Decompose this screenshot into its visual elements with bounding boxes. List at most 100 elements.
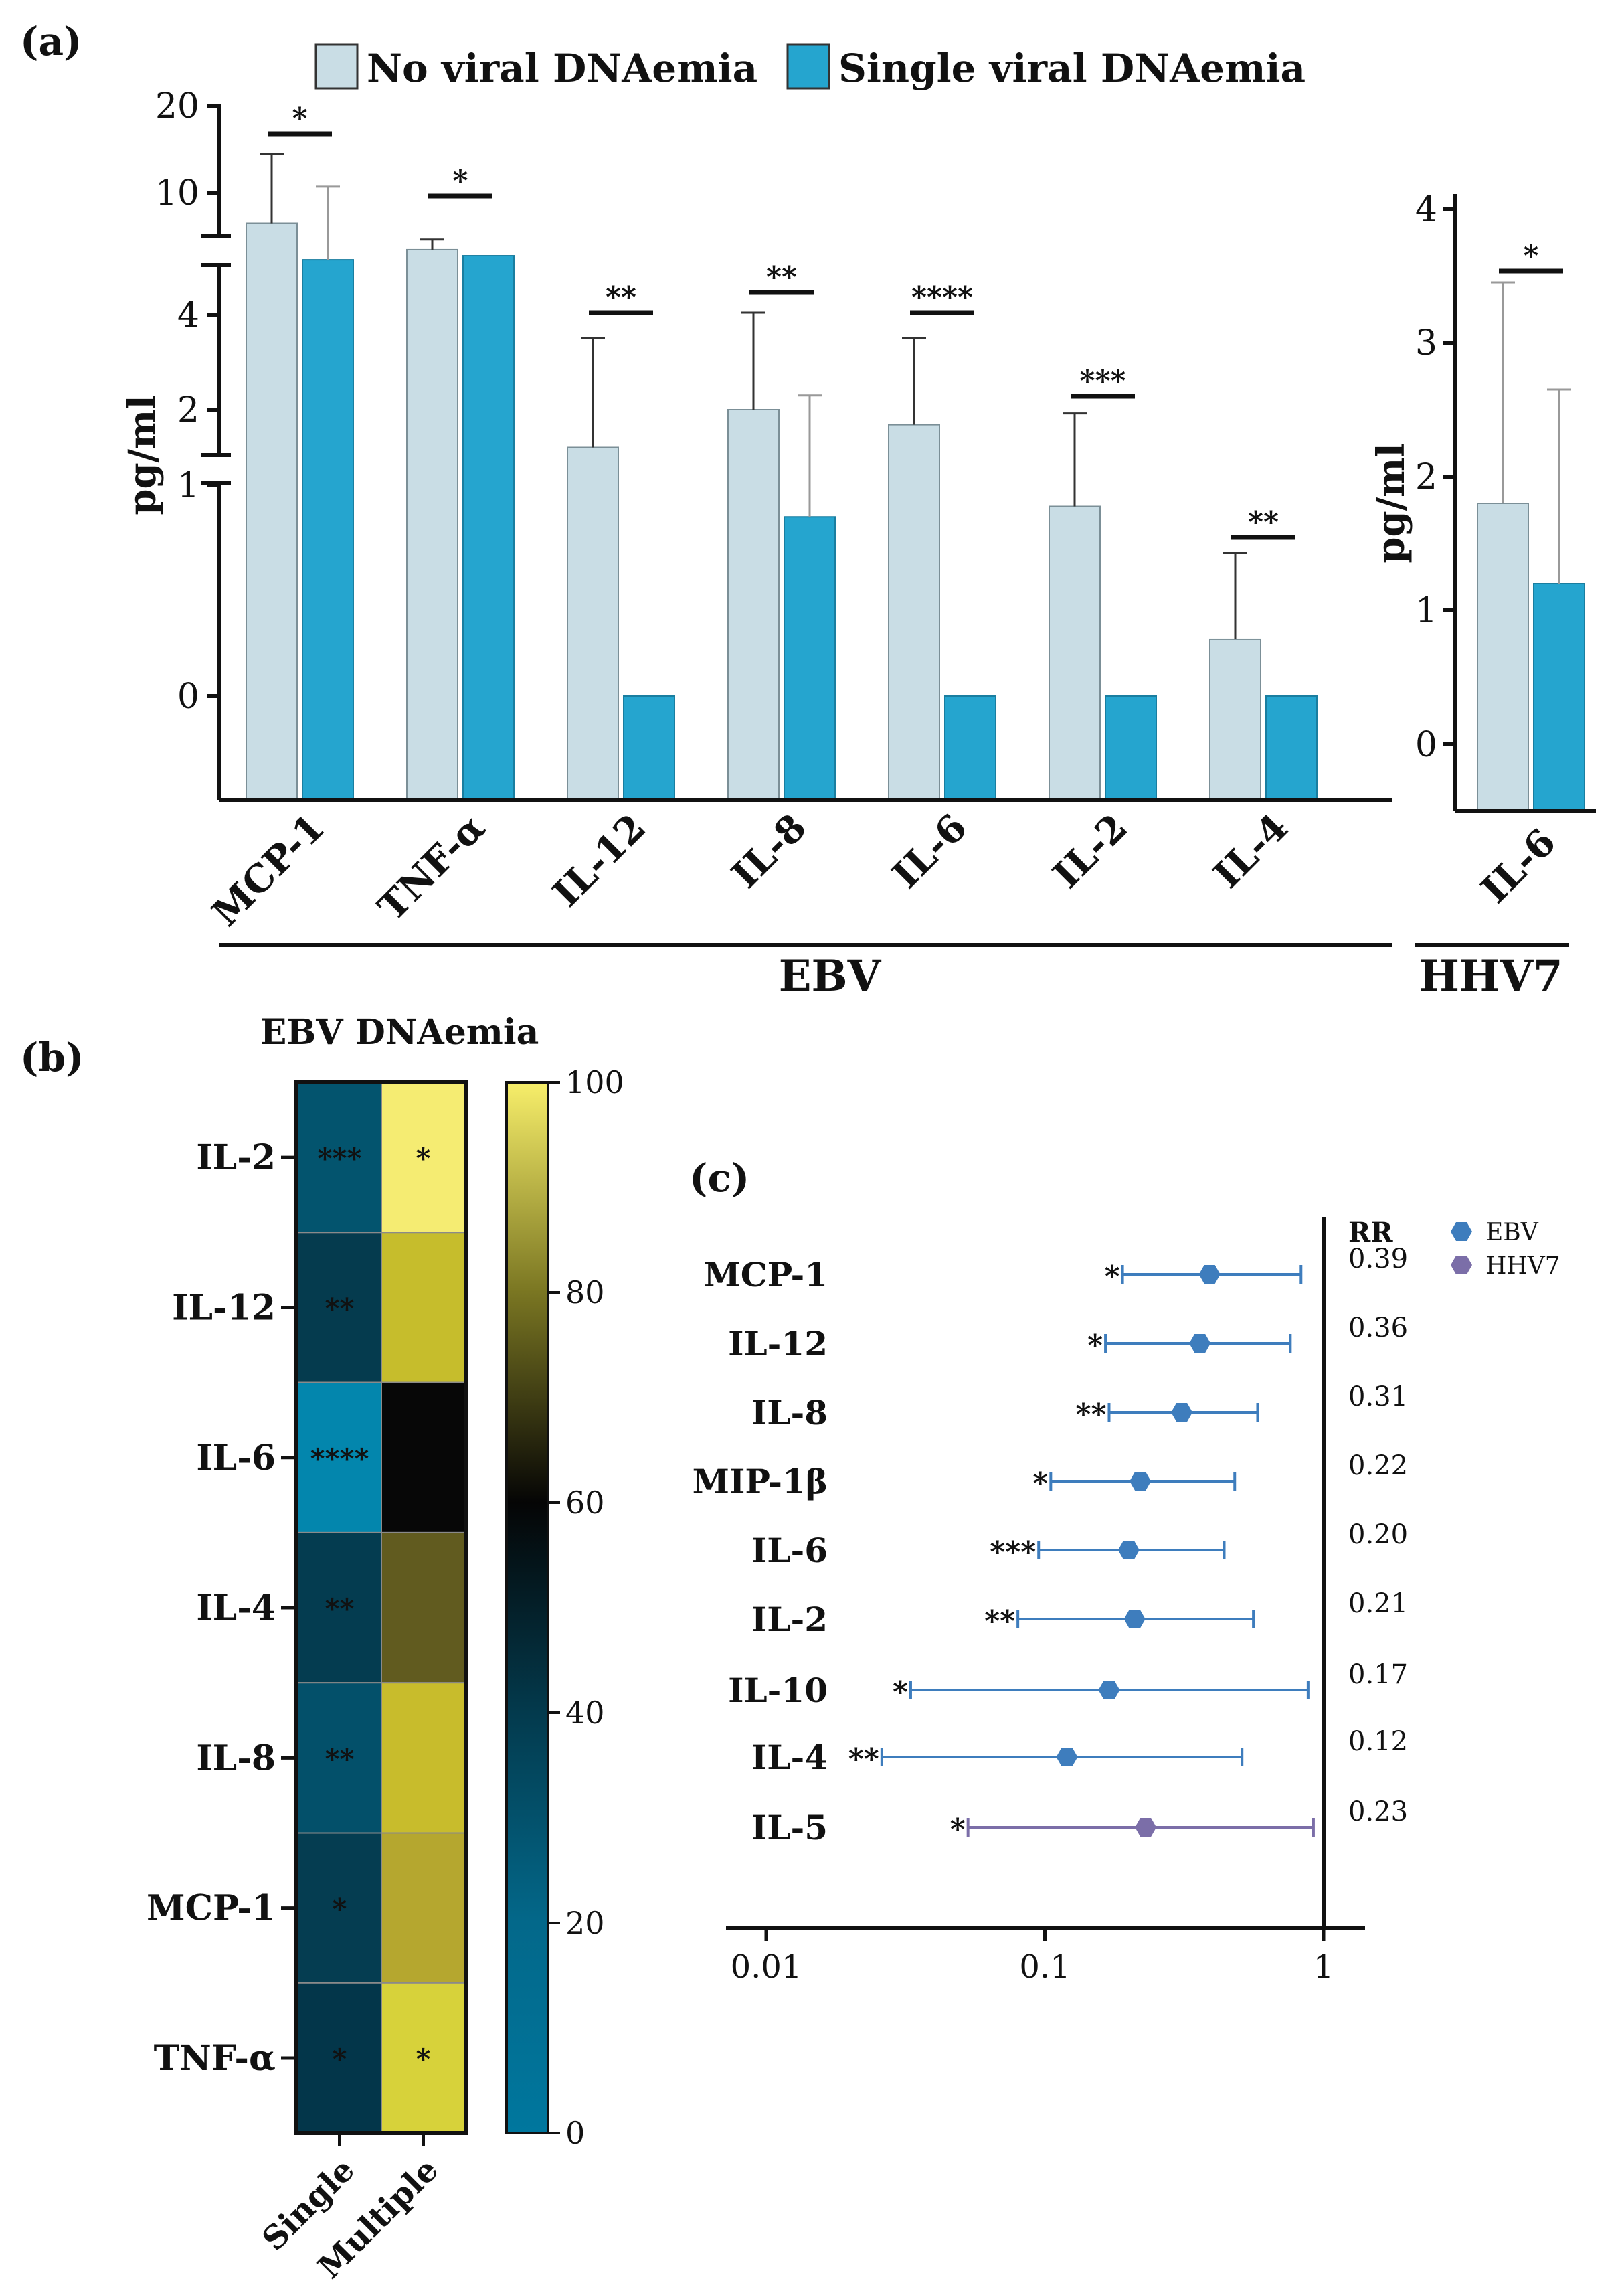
forest-label-il-6: IL-6 (751, 1531, 828, 1570)
bar-il-12-single-viral (623, 695, 675, 800)
hhv7-y-tick-label-0: 0 (1415, 725, 1437, 765)
ebv-x-tick-labels: MCP-1 TNF-α IL-12 IL-8 IL-6 IL-2 IL-4 (203, 805, 1297, 935)
heat-cell-il-8-multiple (381, 1682, 466, 1834)
hhv7-group-label: HHV7 (1419, 951, 1562, 1001)
hhv7-y-tick-label-4: 4 (1415, 189, 1437, 230)
heat-annot-il-6-single: **** (310, 1442, 369, 1475)
sig-label-il-12: ** (606, 280, 636, 315)
bar-il-12-no-viral (567, 446, 619, 800)
heat-annot-il-2-single: *** (318, 1142, 362, 1175)
forest-point-mcp-1 (1198, 1265, 1221, 1284)
x-tick-label-il-8: IL-8 (723, 805, 815, 897)
x-tick-label-il-4: IL-4 (1205, 805, 1297, 897)
heatmap-row-labels: IL-2 IL-12 IL-6 IL-4 IL-8 MCP-1 TNF-α (147, 1137, 296, 2079)
forest-x-ticks: 0.01 0.1 1 (731, 1928, 1334, 1986)
colorbar (505, 1081, 549, 2134)
ebv-y-ticks: 0 1 2 4 10 20 (155, 86, 219, 717)
bar-il-4-no-viral (1209, 638, 1261, 801)
forest-rr-value-il-8: 0.31 (1348, 1381, 1408, 1412)
legend-marker-ebv (1451, 1222, 1472, 1241)
forest-label-il-2: IL-2 (751, 1600, 828, 1639)
heat-annot-il-12-single: ** (325, 1292, 355, 1325)
heat-annot-il-4-single: ** (325, 1592, 355, 1625)
forest-sig-il-2: ** (984, 1604, 1015, 1638)
ebv-y-tick-label-0: 0 (177, 677, 199, 717)
forest-rr-value-il-4: 0.12 (1348, 1726, 1408, 1757)
hhv7-significance: * (1499, 239, 1563, 274)
forest-x-tick-label-0-01: 0.01 (731, 1948, 802, 1986)
sig-label-il-4: ** (1248, 505, 1279, 539)
forest-rr-value-il-5: 0.23 (1348, 1796, 1408, 1827)
ebv-y-tick-label-10: 10 (155, 173, 199, 214)
forest-point-il-8 (1171, 1403, 1193, 1422)
bar-mcp-1-no-viral (246, 222, 298, 800)
sig-label-mcp-1: * (292, 102, 307, 136)
forest-label-il-8: IL-8 (751, 1393, 828, 1432)
ebv-y-tick-label-20: 20 (155, 86, 199, 126)
panel-c-label: (c) (689, 1155, 749, 1201)
heat-cell-il-12-multiple (381, 1232, 466, 1383)
bar-tnf-single-viral (462, 255, 515, 800)
forest-label-il-10: IL-10 (728, 1671, 828, 1710)
ebv-y-tick-label-2: 2 (177, 390, 199, 430)
forest-sig-il-5: * (950, 1812, 966, 1847)
heat-annot-il-2-multiple: * (416, 1142, 431, 1175)
bar-mcp-1-single-viral (302, 259, 354, 801)
bar-il-8-single-viral (784, 516, 836, 800)
colorbar-tick-label-60: 60 (565, 1485, 605, 1521)
chart-a-hhv7: * 0 1 2 3 4 pg/ml IL-6 HHV7 (1369, 189, 1596, 1001)
forest-point-mip-1 (1130, 1472, 1152, 1491)
ebv-y-tick-label-1: 1 (177, 466, 199, 506)
chart-b-heatmap: EBV DNAemia *** ************* * IL-2IL-12I… (147, 1012, 624, 2281)
hhv7-y-tick-label-3: 3 (1415, 323, 1437, 363)
legend-panel-a: No viral DNAemia Single viral DNAemia (314, 43, 1305, 91)
x-tick-label-il-6: IL-6 (884, 805, 976, 897)
bar-il-6-single-viral (944, 695, 996, 800)
heat-annot-mcp-1-single: * (333, 1893, 347, 1926)
sig-label-il-6: **** (911, 280, 973, 315)
forest-sig-il-12: * (1087, 1329, 1103, 1363)
forest-label-il-5: IL-5 (751, 1808, 828, 1847)
forest-point-il-2 (1123, 1610, 1146, 1628)
colorbar-tick-label-100: 100 (565, 1064, 624, 1100)
forest-point-il-6 (1117, 1541, 1140, 1559)
ebv-y-tick-label-4: 4 (177, 295, 199, 335)
heat-row-label-mcp-1: MCP-1 (147, 1888, 276, 1929)
heat-row-label-il-6: IL-6 (196, 1438, 276, 1479)
sig-label-il-8: ** (766, 260, 797, 294)
legend-label-no-viral: No viral DNAemia (367, 46, 757, 91)
x-tick-label-il-2: IL-2 (1045, 805, 1136, 897)
heat-cell-il-2-multiple (381, 1082, 466, 1234)
legend-label-hhv7: HHV7 (1485, 1252, 1560, 1280)
bar-il-8-no-viral (727, 409, 780, 800)
colorbar-tick-label-40: 40 (565, 1695, 605, 1731)
heat-row-label-il-2: IL-2 (196, 1137, 276, 1178)
colorbar-tick-label-80: 80 (565, 1274, 605, 1311)
ebv-group-label: EBV (779, 951, 882, 1001)
forest-label-mcp-1: MCP-1 (703, 1255, 828, 1294)
heat-cell-il-6-multiple (381, 1381, 466, 1533)
heat-cell-il-4-multiple (381, 1531, 466, 1684)
forest-sig-il-8: ** (1075, 1398, 1106, 1432)
forest-x-tick-label-1: 1 (1314, 1948, 1334, 1986)
forest-x-tick-label-0-1: 0.1 (1019, 1948, 1070, 1986)
x-tick-label-tnf: TNF-α (369, 805, 494, 930)
heat-cell-il-8-single (297, 1682, 382, 1834)
forest-label-mip-1: MIP-1β (693, 1462, 828, 1501)
panel-a-label: (a) (20, 19, 82, 64)
forest-sig-mip-1: * (1032, 1466, 1048, 1501)
legend-swatch-single-viral (786, 43, 830, 90)
forest-rr-value-il-10: 0.17 (1348, 1659, 1408, 1690)
forest-sig-il-6: *** (990, 1535, 1036, 1570)
sig-label-il-2: *** (1079, 364, 1125, 398)
forest-point-il-10 (1098, 1681, 1120, 1699)
forest-legend: EBV HHV7 (1451, 1219, 1560, 1280)
legend-swatch-no-viral (314, 43, 359, 90)
forest-rr-value-il-6: 0.20 (1348, 1519, 1408, 1550)
hhv7-x-tick-labels: IL-6 (1473, 820, 1564, 912)
hhv7-y-tick-label-2: 2 (1415, 457, 1437, 497)
forest-point-il-5 (1135, 1818, 1157, 1837)
